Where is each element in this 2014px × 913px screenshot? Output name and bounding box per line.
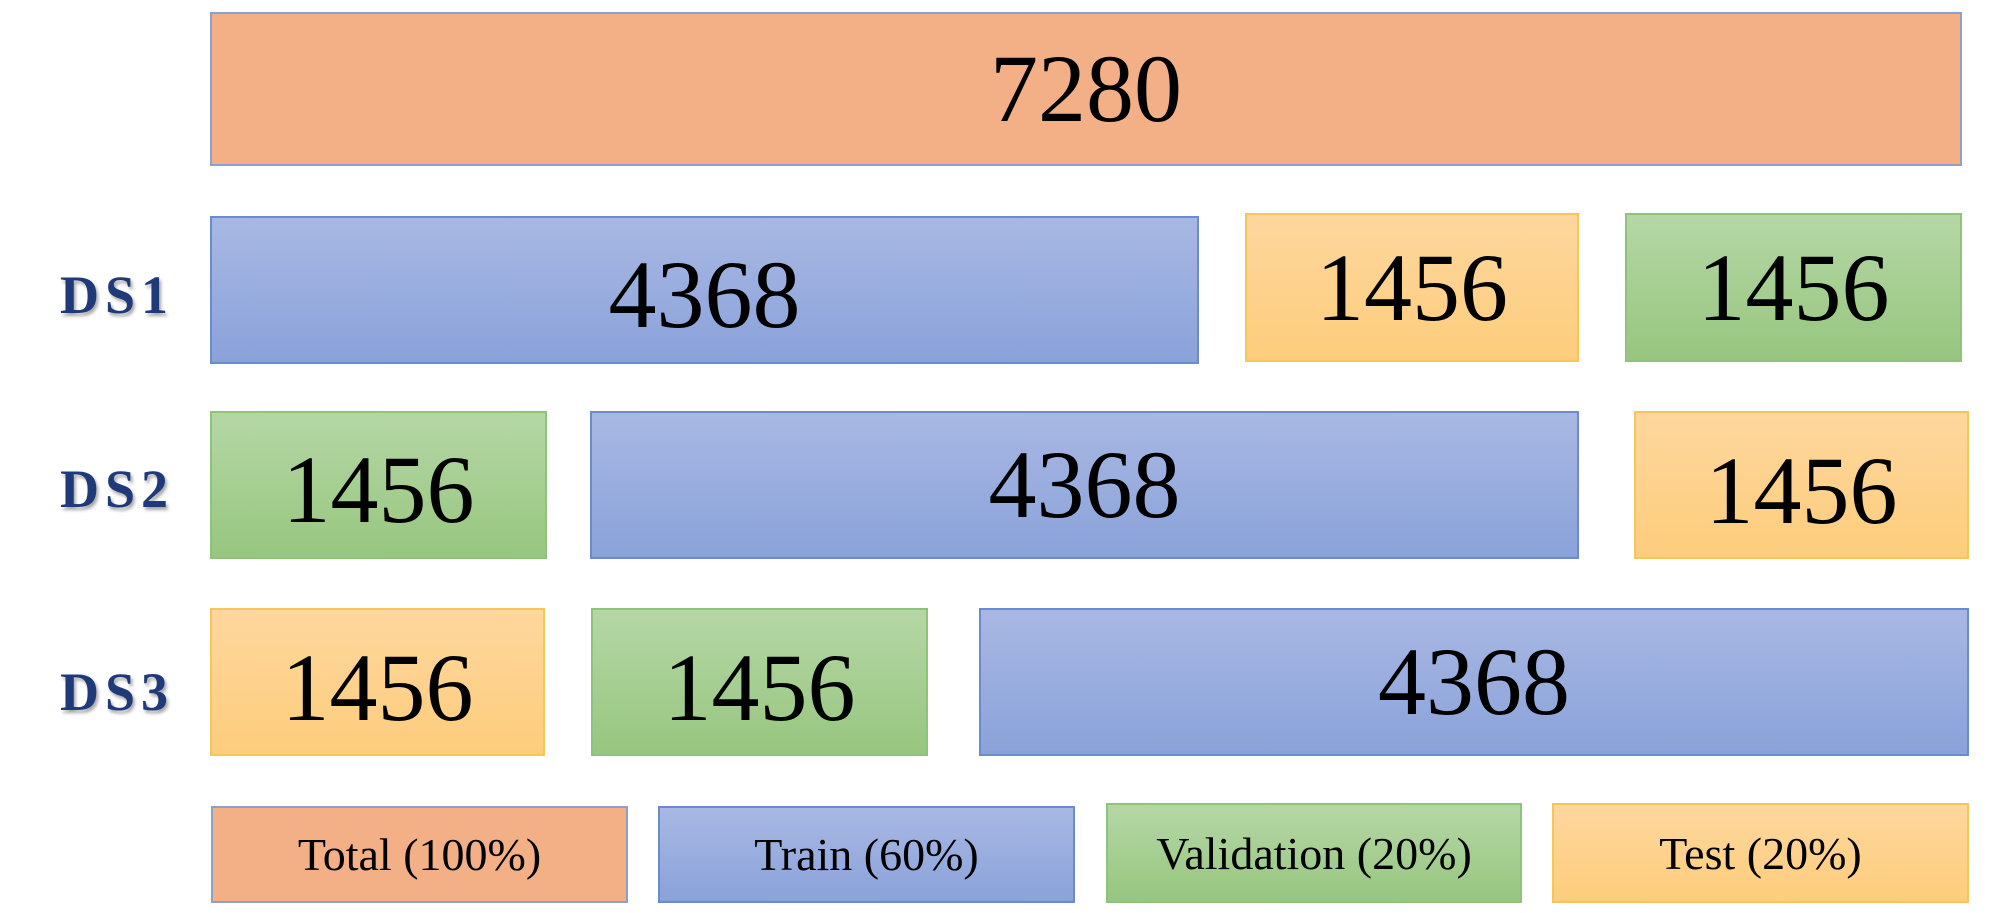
ds1-train-value: 4368 bbox=[608, 241, 801, 348]
ds3-train-segment: 4368 bbox=[979, 608, 1969, 756]
legend-test: Test (20%) bbox=[1552, 803, 1969, 903]
legend-total: Total (100%) bbox=[211, 806, 628, 903]
total-bar: 7280 bbox=[210, 12, 1962, 166]
ds1-test-segment: 1456 bbox=[1245, 213, 1579, 362]
legend-train-label: Train (60%) bbox=[754, 829, 979, 880]
ds2-test-value: 1456 bbox=[1705, 437, 1898, 544]
ds2-validation-value: 1456 bbox=[282, 436, 475, 543]
legend-train: Train (60%) bbox=[658, 806, 1075, 903]
ds3-validation-value: 1456 bbox=[663, 634, 856, 741]
row-label-ds3: DS3 bbox=[60, 662, 175, 722]
row-label-ds1: DS1 bbox=[60, 265, 175, 325]
ds1-validation-value: 1456 bbox=[1697, 233, 1890, 341]
legend-validation: Validation (20%) bbox=[1106, 803, 1522, 903]
ds2-validation-segment: 1456 bbox=[210, 411, 547, 559]
ds1-test-value: 1456 bbox=[1316, 233, 1508, 341]
total-value: 7280 bbox=[990, 35, 1182, 142]
legend-test-label: Test (20%) bbox=[1659, 827, 1862, 879]
legend-total-label: Total (100%) bbox=[297, 829, 542, 880]
ds3-validation-segment: 1456 bbox=[591, 608, 928, 756]
ds2-test-segment: 1456 bbox=[1634, 411, 1969, 559]
legend-validation-label: Validation (20%) bbox=[1156, 827, 1472, 879]
ds2-train-segment: 4368 bbox=[590, 411, 1579, 559]
ds1-validation-segment: 1456 bbox=[1625, 213, 1962, 362]
row-label-ds2: DS2 bbox=[60, 459, 175, 519]
ds3-test-segment: 1456 bbox=[210, 608, 545, 756]
ds3-test-value: 1456 bbox=[281, 634, 474, 741]
ds3-train-value: 4368 bbox=[1378, 628, 1570, 735]
ds1-train-segment: 4368 bbox=[210, 216, 1199, 364]
ds2-train-value: 4368 bbox=[988, 431, 1181, 538]
